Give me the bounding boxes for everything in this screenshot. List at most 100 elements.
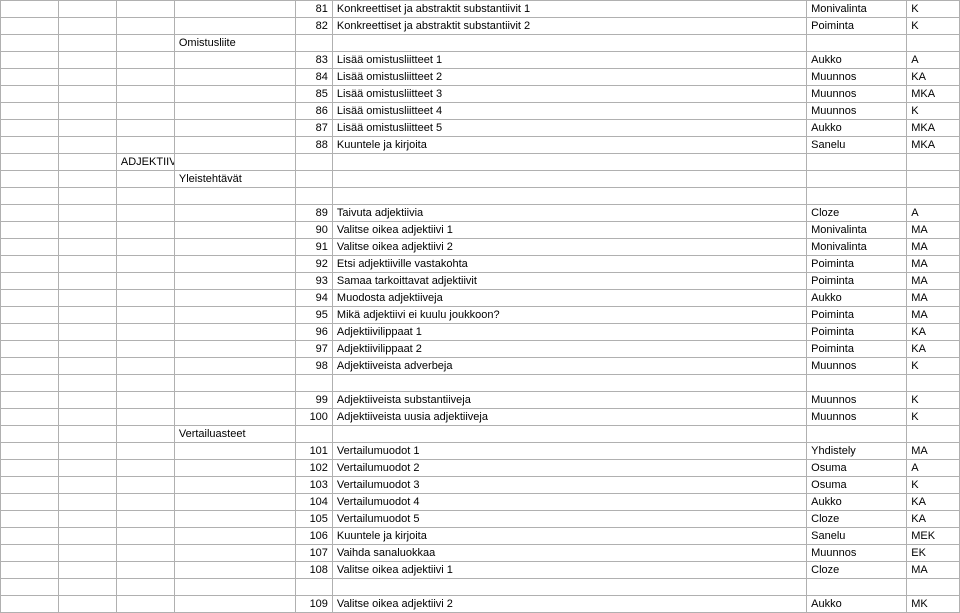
cell-f: Lisää omistusliitteet 3	[332, 86, 806, 103]
cell-c	[116, 1, 174, 18]
cell-c	[116, 256, 174, 273]
cell-h: MEK	[907, 528, 960, 545]
cell-d	[174, 528, 295, 545]
cell-e: 95	[296, 307, 333, 324]
table-row: 85Lisää omistusliitteet 3MuunnosMKA	[1, 86, 960, 103]
cell-g: Aukko	[807, 120, 907, 137]
table-row: 104Vertailumuodot 4AukkoKA	[1, 494, 960, 511]
cell-h	[907, 375, 960, 392]
cell-h: MKA	[907, 120, 960, 137]
cell-e	[296, 188, 333, 205]
cell-h: MK	[907, 596, 960, 613]
cell-f: Vertailumuodot 3	[332, 477, 806, 494]
cell-h: EK	[907, 545, 960, 562]
cell-h	[907, 171, 960, 188]
cell-g: Monivalinta	[807, 222, 907, 239]
cell-f	[332, 171, 806, 188]
cell-c	[116, 52, 174, 69]
cell-d	[174, 324, 295, 341]
cell-d	[174, 154, 295, 171]
cell-e: 91	[296, 239, 333, 256]
cell-g: Cloze	[807, 205, 907, 222]
cell-e	[296, 171, 333, 188]
cell-h: MA	[907, 443, 960, 460]
cell-a	[1, 205, 59, 222]
cell-d	[174, 341, 295, 358]
cell-e: 99	[296, 392, 333, 409]
cell-a	[1, 562, 59, 579]
cell-b	[58, 545, 116, 562]
cell-d	[174, 103, 295, 120]
cell-h: MKA	[907, 86, 960, 103]
cell-e: 97	[296, 341, 333, 358]
cell-e: 86	[296, 103, 333, 120]
cell-d	[174, 290, 295, 307]
cell-h: KA	[907, 324, 960, 341]
cell-c	[116, 120, 174, 137]
cell-a	[1, 358, 59, 375]
cell-a	[1, 171, 59, 188]
cell-b	[58, 511, 116, 528]
cell-c	[116, 528, 174, 545]
cell-f	[332, 579, 806, 596]
cell-b	[58, 120, 116, 137]
cell-f: Adjektiivilippaat 2	[332, 341, 806, 358]
cell-e	[296, 35, 333, 52]
cell-b	[58, 358, 116, 375]
table-row	[1, 579, 960, 596]
cell-g: Aukko	[807, 52, 907, 69]
cell-a	[1, 137, 59, 154]
cell-b	[58, 341, 116, 358]
cell-h: MA	[907, 290, 960, 307]
cell-e: 98	[296, 358, 333, 375]
cell-g	[807, 426, 907, 443]
cell-b	[58, 596, 116, 613]
cell-d	[174, 443, 295, 460]
table-row: 107Vaihda sanaluokkaaMuunnosEK	[1, 545, 960, 562]
cell-b	[58, 205, 116, 222]
cell-g: Sanelu	[807, 528, 907, 545]
cell-b	[58, 137, 116, 154]
cell-h	[907, 188, 960, 205]
cell-h: K	[907, 18, 960, 35]
table-row: 93Samaa tarkoittavat adjektiivitPoiminta…	[1, 273, 960, 290]
cell-f: Vertailumuodot 5	[332, 511, 806, 528]
cell-e: 105	[296, 511, 333, 528]
cell-c	[116, 86, 174, 103]
cell-c	[116, 18, 174, 35]
cell-f: Vaihda sanaluokkaa	[332, 545, 806, 562]
cell-a	[1, 69, 59, 86]
cell-a	[1, 52, 59, 69]
cell-f: Valitse oikea adjektiivi 2	[332, 596, 806, 613]
cell-b	[58, 307, 116, 324]
table-row: 82Konkreettiset ja abstraktit substantii…	[1, 18, 960, 35]
cell-d	[174, 120, 295, 137]
cell-d: Yleistehtävät	[174, 171, 295, 188]
table-row: 109Valitse oikea adjektiivi 2AukkoMK	[1, 596, 960, 613]
table-row	[1, 188, 960, 205]
cell-d	[174, 137, 295, 154]
cell-e: 104	[296, 494, 333, 511]
cell-c	[116, 477, 174, 494]
cell-d	[174, 596, 295, 613]
table-row: 87Lisää omistusliitteet 5AukkoMKA	[1, 120, 960, 137]
cell-a	[1, 307, 59, 324]
table-row: Omistusliite	[1, 35, 960, 52]
cell-b	[58, 222, 116, 239]
cell-h: K	[907, 409, 960, 426]
cell-f: Adjektiivilippaat 1	[332, 324, 806, 341]
cell-a	[1, 239, 59, 256]
cell-h: K	[907, 358, 960, 375]
cell-a	[1, 511, 59, 528]
cell-f: Kuuntele ja kirjoita	[332, 137, 806, 154]
cell-c: ADJEKTIIVIT	[116, 154, 174, 171]
cell-g: Poiminta	[807, 341, 907, 358]
cell-g: Muunnos	[807, 392, 907, 409]
cell-a	[1, 528, 59, 545]
cell-a	[1, 545, 59, 562]
cell-g: Poiminta	[807, 324, 907, 341]
cell-e: 82	[296, 18, 333, 35]
table-row: 101Vertailumuodot 1YhdistelyMA	[1, 443, 960, 460]
cell-h: MA	[907, 562, 960, 579]
table-row: 96Adjektiivilippaat 1PoimintaKA	[1, 324, 960, 341]
